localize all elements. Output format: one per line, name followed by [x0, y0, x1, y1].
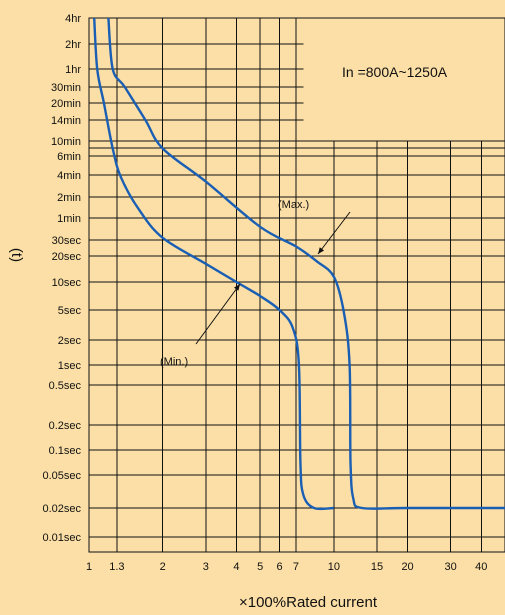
x-tick-label: 4 — [233, 561, 239, 573]
y-tick-label: 1min — [57, 213, 81, 225]
arrows — [195, 211, 351, 345]
y-tick-label: 20sec — [52, 251, 82, 263]
y-tick-label: 4hr — [65, 13, 81, 25]
y-tick-label: 1sec — [58, 360, 82, 372]
x-tick-label: 20 — [401, 561, 413, 573]
y-tick-label: 10min — [51, 136, 81, 148]
grid — [88, 17, 505, 553]
y-axis-title: (t) — [8, 248, 25, 262]
x-tick-label: 1 — [86, 561, 92, 573]
y-tick-label: 30min — [51, 82, 81, 94]
x-tick-label: 3 — [203, 561, 209, 573]
y-tick-label: 10sec — [52, 277, 82, 289]
y-tick-label: 2hr — [65, 39, 81, 51]
x-tick-label: 1.3 — [109, 561, 124, 573]
rating-label: In =800A~1250A — [342, 64, 448, 80]
max-pointer-arrow — [317, 211, 351, 255]
y-tick-label: 0.2sec — [49, 420, 82, 432]
x-tick-label: 30 — [445, 561, 457, 573]
x-tick-label: 7 — [293, 561, 299, 573]
x-tick-label: 6 — [276, 561, 282, 573]
y-tick-label: 0.01sec — [42, 532, 81, 544]
min-pointer-arrow — [195, 283, 241, 345]
min-pointer-arrow-head — [233, 284, 240, 291]
y-tick-label: 0.5sec — [49, 380, 82, 392]
y-tick-label: 0.02sec — [42, 503, 81, 515]
y-tick-label: 6min — [57, 151, 81, 163]
min-curve — [93, 17, 334, 511]
y-tick-label: 20min — [51, 98, 81, 110]
y-tick-label: 1hr — [65, 64, 81, 76]
curves — [93, 17, 505, 511]
x-tick-label: 15 — [371, 561, 383, 573]
plot-frame — [88, 17, 505, 553]
min-curve-label: (Min.) — [160, 356, 188, 368]
max-curve — [107, 17, 505, 510]
max-curve-label: (Max.) — [278, 199, 309, 211]
max-pointer-arrow-head — [318, 247, 325, 254]
x-tick-labels: 1 1.3 2 3 4 5 6 7 10 15 20 30 40 — [86, 561, 487, 573]
y-tick-label: 0.1sec — [49, 445, 82, 457]
y-tick-label: 30sec — [52, 235, 82, 247]
x-tick-label: 5 — [257, 561, 263, 573]
x-tick-label: 10 — [328, 561, 340, 573]
y-tick-label: 14min — [51, 115, 81, 127]
x-tick-label: 40 — [475, 561, 487, 573]
y-tick-label: 2sec — [58, 335, 82, 347]
y-tick-label: 2min — [57, 192, 81, 204]
y-tick-label: 0.05sec — [42, 470, 81, 482]
y-tick-label: 5sec — [58, 305, 82, 317]
y-tick-labels: 4hr 2hr 1hr 30min 20min 14min 10min 6min 4min 2mi… — [42, 13, 81, 544]
y-tick-label: 4min — [57, 170, 81, 182]
x-axis-title: ×100%Rated current — [239, 594, 378, 611]
x-tick-label: 2 — [160, 561, 166, 573]
